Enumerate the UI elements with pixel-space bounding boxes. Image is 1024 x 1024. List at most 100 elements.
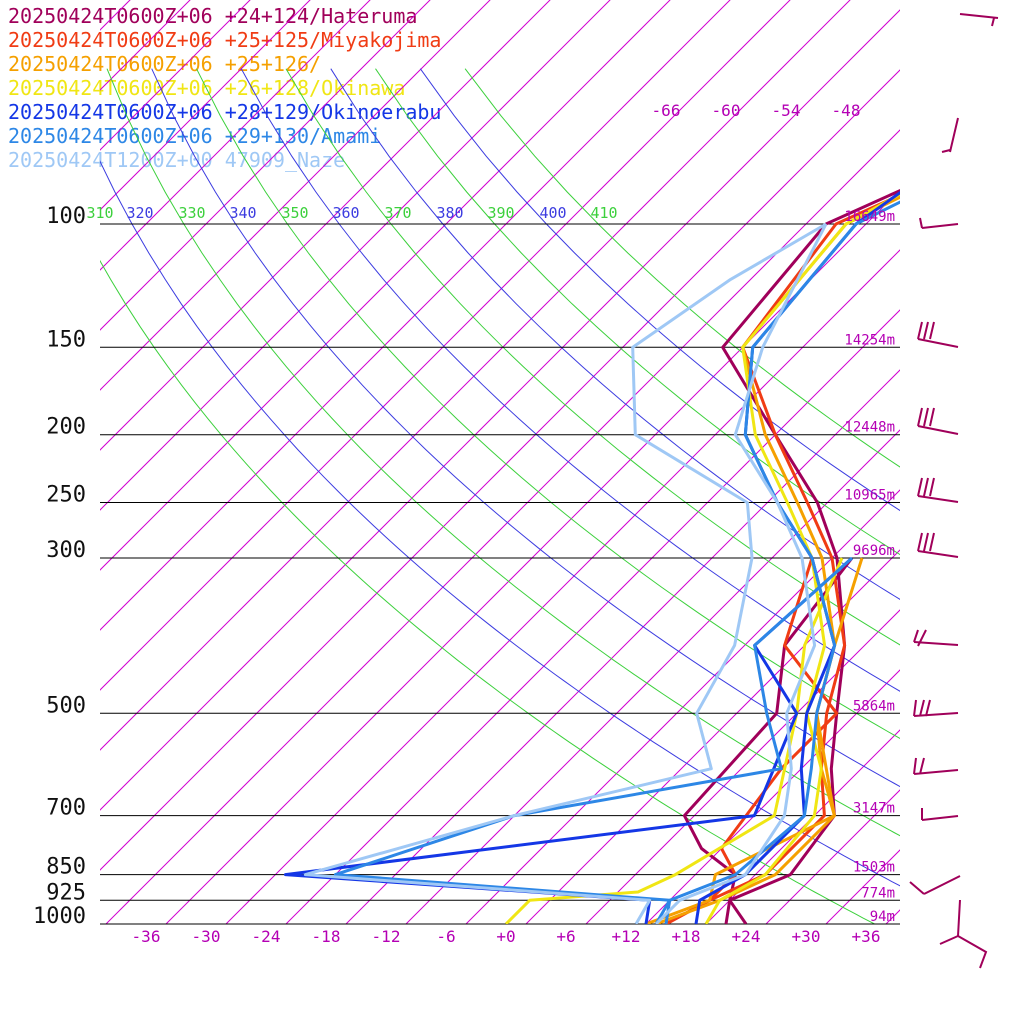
isotherm-line	[100, 0, 311, 211]
height-label: 10965m	[844, 488, 895, 504]
adiabat-line	[330, 68, 900, 600]
isotherm-line	[100, 0, 551, 451]
adiabat-line	[375, 68, 900, 556]
isotherm-line	[645, 669, 900, 924]
dewpoint-profile-line	[303, 222, 827, 924]
isotherm-line	[100, 0, 851, 751]
pressure-label: 150	[46, 327, 86, 352]
wind-barb	[913, 757, 959, 775]
temperature-tick-label: +6	[556, 927, 575, 946]
legend-item-amami: 20250424T0600Z+06 +29+130/Amami	[8, 124, 382, 148]
height-label: 14254m	[844, 332, 895, 348]
dewpoint-profile-line	[504, 557, 844, 924]
pressure-label: 250	[46, 483, 86, 508]
adiabat-line	[240, 68, 900, 692]
theta-label: 410	[590, 204, 617, 222]
isotherm-top-label: -54	[772, 101, 801, 120]
wind-barb	[917, 407, 959, 435]
pressure-label: 100	[46, 204, 86, 229]
isotherm-line	[465, 489, 900, 924]
isotherm-line	[100, 0, 791, 691]
legend: 20250424T0600Z+06 +24+124/Hateruma 20250…	[8, 4, 441, 172]
adiabat-line	[285, 68, 900, 646]
wind-barb	[919, 217, 959, 229]
theta-label: 320	[126, 204, 153, 222]
axis-labels: 100 16649m 150 14254m 200 12448m 250 10965m 300 9…	[33, 101, 895, 946]
theta-label: 390	[487, 204, 514, 222]
temperature-profile-line	[654, 223, 828, 924]
isotherm-line	[100, 0, 491, 391]
isotherm-top-label: -66	[652, 101, 681, 120]
temperature-profile-line	[655, 195, 900, 924]
isotherm-line	[100, 0, 191, 91]
temperature-profile-line	[664, 200, 900, 924]
temperature-tick-label: +0	[496, 927, 515, 946]
wind-barb	[939, 899, 988, 969]
height-label: 1503m	[853, 860, 895, 876]
legend-item-naze: 20250424T1200Z+00 47909_Naze	[8, 148, 346, 172]
isotherm-line	[585, 609, 900, 924]
isotherm-line	[100, 69, 900, 871]
temperature-tick-label: -24	[252, 927, 281, 946]
pressure-label: 200	[46, 415, 86, 440]
series-lines	[283, 188, 900, 924]
temperature-tick-label: +36	[852, 927, 881, 946]
wind-barb	[917, 477, 959, 503]
pressure-label: 300	[46, 538, 86, 563]
isotherm-line	[105, 129, 900, 924]
height-label: 12448m	[844, 420, 895, 436]
wind-barb	[913, 629, 959, 647]
theta-label: 310	[86, 204, 113, 222]
theta-label: 350	[281, 204, 308, 222]
pressure-label: 850	[46, 855, 86, 880]
pressure-label: 1000	[33, 904, 86, 929]
temperature-tick-label: -12	[372, 927, 401, 946]
temperature-profile-line	[704, 192, 900, 924]
isotherm-line	[0, 0, 5, 939]
adiabat-line	[419, 68, 900, 512]
dewpoint-profile-line	[333, 556, 854, 924]
isotherm-line	[100, 0, 431, 331]
dewpoint-profile-line	[283, 556, 854, 924]
isotherm-line	[100, 0, 371, 271]
isotherm-line	[931, 0, 1024, 939]
theta-label: 400	[539, 204, 566, 222]
theta-label: 330	[178, 204, 205, 222]
temperature-tick-label: +30	[792, 927, 821, 946]
isotherm-line	[991, 0, 1024, 939]
adiabat-line	[100, 259, 876, 924]
isotherm-line	[825, 849, 900, 924]
isotherm-line	[525, 549, 900, 924]
adiabat-line	[106, 68, 900, 837]
wind-barb	[917, 321, 959, 348]
isotherm-line	[100, 0, 731, 631]
temperature-tick-label: +24	[732, 927, 761, 946]
isotherm-line	[100, 0, 251, 151]
wind-barb	[959, 13, 999, 27]
isotherm-line	[345, 369, 900, 924]
adiabat-lines	[100, 68, 900, 924]
height-label: 5864m	[853, 698, 895, 714]
theta-label: 380	[436, 204, 463, 222]
wind-barb	[913, 699, 959, 717]
adiabat-line	[100, 160, 900, 887]
pressure-label: 500	[46, 693, 86, 718]
temperature-tick-label: -30	[192, 927, 221, 946]
adiabat-line	[151, 68, 900, 788]
temperature-tick-label: -6	[436, 927, 455, 946]
height-label: 9696m	[853, 543, 895, 559]
wind-barb	[921, 808, 959, 821]
pressure-label: 700	[46, 796, 86, 821]
height-label: 3147m	[853, 801, 895, 817]
legend-item-miyakojima: 20250424T0600Z+06 +25+125/Miyakojima	[8, 28, 442, 52]
temperature-tick-label: -36	[132, 927, 161, 946]
legend-item-hateruma: 20250424T0600Z+06 +24+124/Hateruma	[8, 4, 418, 28]
isotherm-top-label: -48	[832, 101, 861, 120]
theta-label: 360	[332, 204, 359, 222]
isotherm-line	[100, 0, 131, 31]
isotherm-line	[285, 309, 900, 924]
theta-label: 370	[384, 204, 411, 222]
wind-barb	[909, 875, 961, 895]
isotherm-line	[705, 729, 900, 924]
